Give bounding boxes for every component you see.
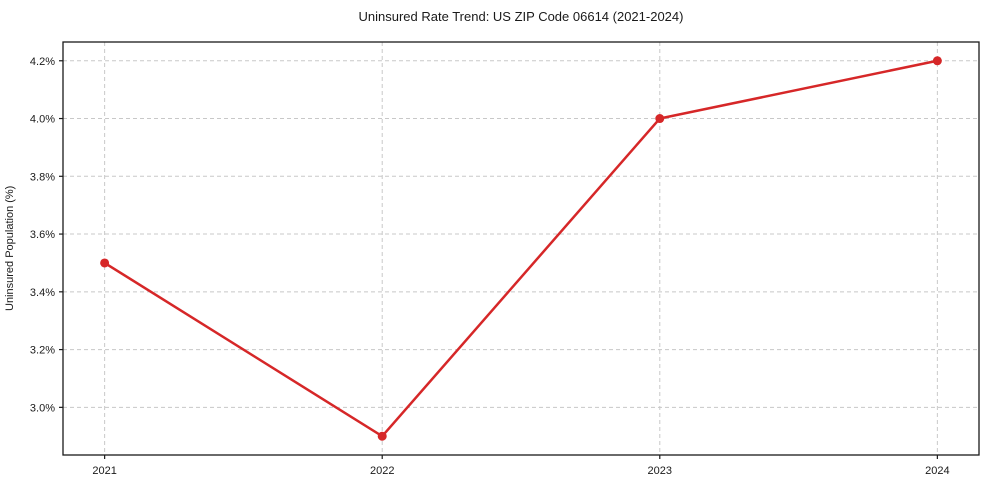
- x-tick-label: 2022: [370, 465, 394, 477]
- data-point-marker: [100, 258, 110, 268]
- y-tick-label: 4.0%: [30, 114, 55, 126]
- y-tick-label: 3.0%: [30, 402, 55, 414]
- y-tick-label: 4.2%: [30, 56, 55, 68]
- y-tick-label: 3.4%: [30, 287, 55, 299]
- trend-line: [103, 59, 939, 438]
- y-tick-label: 3.6%: [30, 229, 55, 241]
- plot-border: [62, 41, 980, 456]
- y-tick-label: 3.2%: [30, 345, 55, 357]
- x-tick-label: 2021: [92, 465, 116, 477]
- x-tick-label: 2023: [648, 465, 672, 477]
- y-tick-label: 3.8%: [30, 171, 55, 183]
- data-point-marker: [377, 431, 387, 441]
- x-tick-label: 2024: [925, 465, 949, 477]
- chart-title: Uninsured Rate Trend: US ZIP Code 06614 …: [358, 9, 684, 24]
- data-point-marker: [932, 56, 942, 66]
- data-point-marker: [655, 114, 665, 124]
